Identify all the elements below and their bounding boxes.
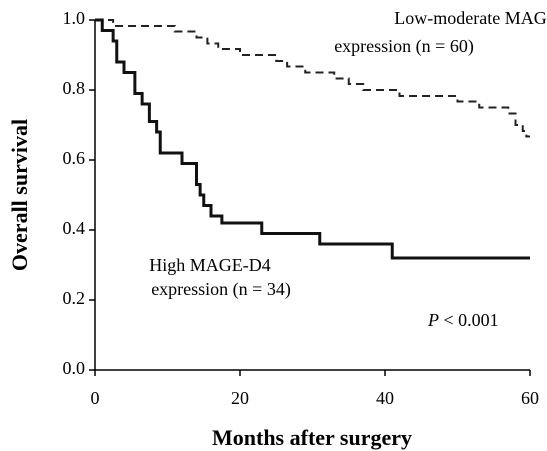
annotation: expression (n = 34): [151, 279, 291, 300]
survival-curve: [95, 18, 530, 260]
survival-curve: [95, 19, 530, 138]
y-tick-label: 1.0: [63, 8, 86, 28]
x-tick-label: 40: [376, 388, 394, 408]
y-tick-label: 0.0: [63, 358, 86, 378]
y-tick-label: 0.8: [63, 78, 86, 98]
y-tick-label: 0.4: [63, 218, 86, 238]
annotation: High MAGE-D4: [149, 255, 271, 275]
p-text: < 0.001: [439, 310, 499, 330]
p-symbol: P: [427, 310, 439, 330]
annotation: expression (n = 60): [334, 36, 474, 57]
x-tick-label: 60: [521, 388, 539, 408]
annotation: Low-moderate MAGE-D4: [394, 8, 547, 28]
x-tick-label: 20: [231, 388, 249, 408]
x-axis-title: Months after surgery: [212, 425, 412, 450]
y-tick-label: 0.6: [63, 148, 86, 168]
p-value: P < 0.001: [427, 310, 499, 330]
x-tick-label: 0: [91, 388, 100, 408]
y-tick-label: 0.2: [63, 288, 86, 308]
y-axis-title: Overall survival: [7, 119, 32, 271]
